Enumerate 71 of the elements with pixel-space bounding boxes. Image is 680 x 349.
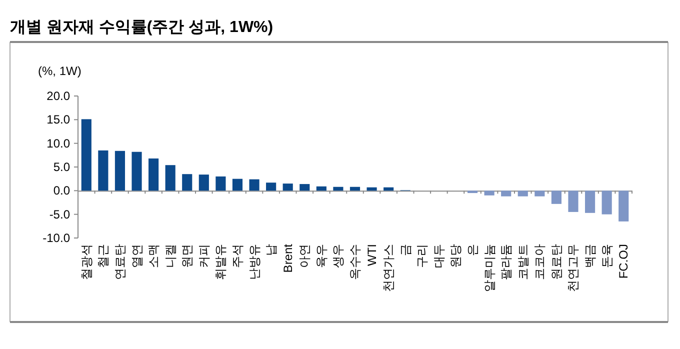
x-tick-label: 원면 xyxy=(180,244,194,268)
bar xyxy=(165,165,176,191)
x-tick-label: 연료탄 xyxy=(112,244,127,280)
x-tick-label: 납 xyxy=(264,244,278,256)
bar xyxy=(501,190,512,196)
bar xyxy=(551,190,562,204)
x-tick-label: 니켈 xyxy=(163,244,178,268)
x-tick-label: 휘발유 xyxy=(214,244,228,280)
x-tick-label: 아연 xyxy=(298,244,312,268)
x-tick-label: 커피 xyxy=(196,244,211,268)
bar xyxy=(232,178,243,191)
bar xyxy=(618,190,629,222)
bar xyxy=(266,182,276,191)
bar xyxy=(282,184,293,191)
x-tick-label: 은 xyxy=(466,244,480,256)
x-tick-label: FC.OJ xyxy=(616,244,631,279)
chart-title: 개별 원자재 수익률(주간 성과, 1W%) xyxy=(10,19,274,36)
x-tick-label: 금 xyxy=(398,244,412,256)
x-tick-label: 코코아 xyxy=(532,244,547,280)
y-tick-label: 20.0 xyxy=(46,89,70,103)
x-tick-label: 원료탄 xyxy=(549,244,564,280)
bar xyxy=(333,186,344,191)
x-tick-label: 천연가스 xyxy=(382,244,396,292)
x-tick-label: 천연고무 xyxy=(566,244,580,292)
x-tick-label: WTI xyxy=(364,244,379,266)
y-tick-label: 15.0 xyxy=(46,112,70,127)
x-tick-label: 옥수수 xyxy=(348,244,362,280)
x-tick-label: 소맥 xyxy=(146,244,161,268)
x-tick-label: 돈육 xyxy=(600,244,614,268)
x-tick-label: 주석 xyxy=(230,244,244,268)
bar xyxy=(534,190,545,196)
x-tick-label: 대두 xyxy=(432,244,446,268)
x-tick-label: 난방유 xyxy=(247,244,262,280)
x-tick-label: 열연 xyxy=(130,244,144,268)
bar xyxy=(98,150,108,191)
bar xyxy=(584,190,596,213)
x-tick-label: 구리 xyxy=(415,244,430,268)
x-tick-label: 코발트 xyxy=(516,244,530,280)
bar xyxy=(568,190,578,212)
y-tick-label: 5.0 xyxy=(53,160,70,174)
y-tick-label: 0.0 xyxy=(53,184,70,198)
bar xyxy=(518,190,528,196)
x-tick-label: 원당 xyxy=(448,244,463,268)
x-tick-label: 알루미늄 xyxy=(482,244,496,292)
bar xyxy=(114,150,126,191)
bar xyxy=(81,119,92,191)
bar xyxy=(316,186,326,191)
bar xyxy=(182,174,192,191)
bar xyxy=(366,187,377,191)
bar xyxy=(300,184,310,191)
bar xyxy=(249,179,260,191)
bar xyxy=(148,158,159,191)
x-tick-label: 육우 xyxy=(314,244,328,268)
y-tick-label: -5.0 xyxy=(49,207,70,222)
bar xyxy=(350,186,360,191)
y-tick-label: -10.0 xyxy=(42,231,70,245)
x-tick-label: 생우 xyxy=(331,244,346,268)
bar xyxy=(484,190,494,196)
bar xyxy=(132,152,142,191)
bar xyxy=(198,174,209,191)
x-tick-label: Brent xyxy=(280,243,295,273)
bar xyxy=(384,187,394,191)
bar xyxy=(602,190,612,214)
x-tick-label: 백금 xyxy=(583,244,598,268)
bar xyxy=(467,190,478,194)
x-tick-label: 철근 xyxy=(96,244,110,268)
y-tick-label: 10.0 xyxy=(46,136,70,150)
bar xyxy=(216,176,226,191)
y-axis-title: (%, 1W) xyxy=(38,64,82,78)
x-tick-label: 팔라듐 xyxy=(499,244,514,280)
x-tick-label: 철광석 xyxy=(79,244,94,280)
